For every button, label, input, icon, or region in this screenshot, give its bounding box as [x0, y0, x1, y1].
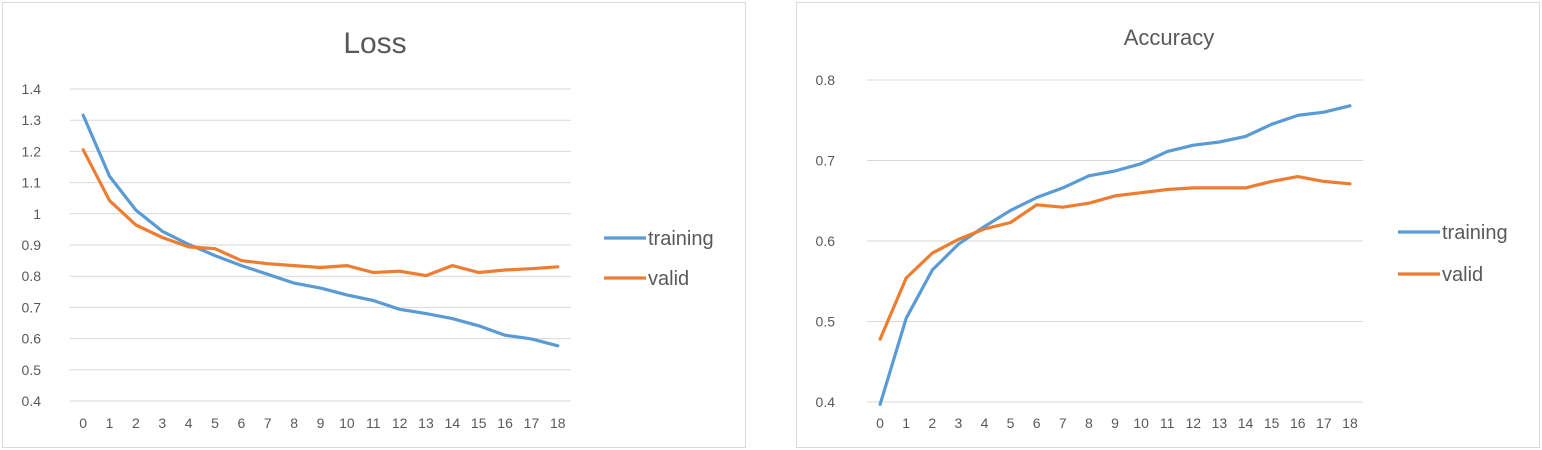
accuracy-x-tick-label: 9	[1111, 415, 1119, 431]
loss-y-tick-label: 1.1	[22, 175, 42, 191]
loss-x-tick-label: 7	[264, 415, 272, 431]
accuracy-x-tick-label: 14	[1238, 415, 1254, 431]
loss-x-tick-label: 3	[158, 415, 166, 431]
loss-y-tick-label: 0.5	[22, 362, 42, 378]
accuracy-series	[878, 104, 1352, 406]
loss-series-valid-line	[81, 148, 560, 278]
accuracy-gridlines	[867, 79, 1363, 403]
loss-x-tick-label: 0	[79, 415, 87, 431]
loss-legend: training valid	[604, 228, 714, 290]
accuracy-series-training-line	[878, 104, 1352, 406]
loss-y-tick-label: 1.3	[22, 112, 42, 128]
loss-x-ticks: 0 1 2 3 4 5 6 7 8 9 10 11 12 13 14 15 16 17 18	[79, 415, 566, 431]
loss-x-tick-label: 4	[185, 415, 193, 431]
accuracy-x-tick-label: 5	[1007, 415, 1015, 431]
loss-gridlines	[70, 88, 571, 402]
accuracy-x-tick-label: 7	[1059, 415, 1067, 431]
loss-x-tick-label: 1	[106, 415, 114, 431]
accuracy-x-tick-label: 10	[1133, 415, 1149, 431]
accuracy-series-valid-line	[878, 175, 1352, 341]
accuracy-y-tick-label: 0.8	[816, 72, 836, 88]
accuracy-x-tick-label: 1	[902, 415, 910, 431]
loss-x-tick-label: 8	[290, 415, 298, 431]
loss-y-tick-label: 1.4	[22, 81, 42, 97]
accuracy-x-tick-label: 15	[1264, 415, 1280, 431]
accuracy-legend-label-training: training	[1442, 222, 1508, 244]
loss-y-tick-label: 1.2	[22, 143, 42, 159]
accuracy-x-tick-label: 11	[1160, 415, 1175, 431]
loss-legend-label-training: training	[648, 228, 714, 250]
accuracy-chart-panel: Accuracy 0.8 0.7 0.6 0.5 0.4 0 1 2 3 4 5 6 7 8 9 10 11 1…	[796, 2, 1540, 448]
loss-x-tick-label: 16	[497, 415, 513, 431]
loss-x-tick-label: 17	[524, 415, 540, 431]
loss-y-tick-label: 0.8	[22, 268, 42, 284]
accuracy-x-tick-label: 18	[1342, 415, 1358, 431]
loss-y-tick-label: 0.4	[22, 393, 42, 409]
loss-x-tick-label: 2	[132, 415, 140, 431]
loss-x-tick-label: 10	[339, 415, 355, 431]
loss-x-tick-label: 9	[317, 415, 325, 431]
loss-x-tick-label: 11	[366, 415, 381, 431]
loss-chart-title: Loss	[343, 27, 406, 60]
loss-x-tick-label: 13	[418, 415, 434, 431]
loss-y-tick-label: 1	[33, 206, 41, 222]
loss-x-tick-label: 18	[550, 415, 566, 431]
accuracy-x-tick-label: 17	[1316, 415, 1332, 431]
loss-y-tick-label: 0.9	[22, 237, 42, 253]
accuracy-y-tick-label: 0.5	[816, 314, 836, 330]
loss-legend-label-valid: valid	[648, 268, 689, 290]
loss-x-tick-label: 15	[471, 415, 487, 431]
accuracy-x-tick-label: 13	[1212, 415, 1228, 431]
loss-y-ticks: 1.4 1.3 1.2 1.1 1 0.9 0.8 0.7 0.6 0.5 0.4	[22, 81, 42, 409]
accuracy-chart: Accuracy 0.80.70.60.50.4 0 1 2 3 4 5 6 7 8 9 10 11 1…	[816, 25, 1508, 431]
accuracy-y-tick-label: 0.4	[816, 394, 836, 410]
accuracy-legend-label-valid: valid	[1442, 264, 1483, 286]
accuracy-x-tick-label: 3	[954, 415, 962, 431]
loss-y-tick-label: 0.6	[22, 331, 42, 347]
accuracy-x-tick-label: 16	[1290, 415, 1306, 431]
loss-x-tick-label: 14	[445, 415, 461, 431]
loss-x-tick-label: 5	[211, 415, 219, 431]
accuracy-x-tick-label: 12	[1186, 415, 1202, 431]
accuracy-y-tick-label: 0.6	[816, 233, 836, 249]
accuracy-chart-title: Accuracy	[1124, 25, 1214, 50]
accuracy-x-tick-label: 0	[876, 415, 884, 431]
accuracy-x-tick-label: 4	[981, 415, 989, 431]
accuracy-x-tick-label: 6	[1033, 415, 1041, 431]
loss-x-tick-label: 6	[237, 415, 245, 431]
accuracy-y-ticks: 0.8 0.7 0.6 0.5 0.4	[816, 72, 836, 410]
loss-y-tick-label: 0.7	[22, 299, 42, 315]
loss-x-tick-label: 12	[392, 415, 408, 431]
loss-series	[81, 113, 560, 348]
accuracy-x-tick-label: 2	[928, 415, 936, 431]
loss-series-training-line	[81, 113, 560, 348]
accuracy-legend: training valid	[1398, 222, 1508, 286]
accuracy-x-ticks: 0 1 2 3 4 5 6 7 8 9 10 11 12 13 14 15 16 17 18	[876, 415, 1358, 431]
accuracy-x-tick-label: 8	[1085, 415, 1093, 431]
accuracy-y-tick-label: 0.7	[816, 153, 836, 169]
